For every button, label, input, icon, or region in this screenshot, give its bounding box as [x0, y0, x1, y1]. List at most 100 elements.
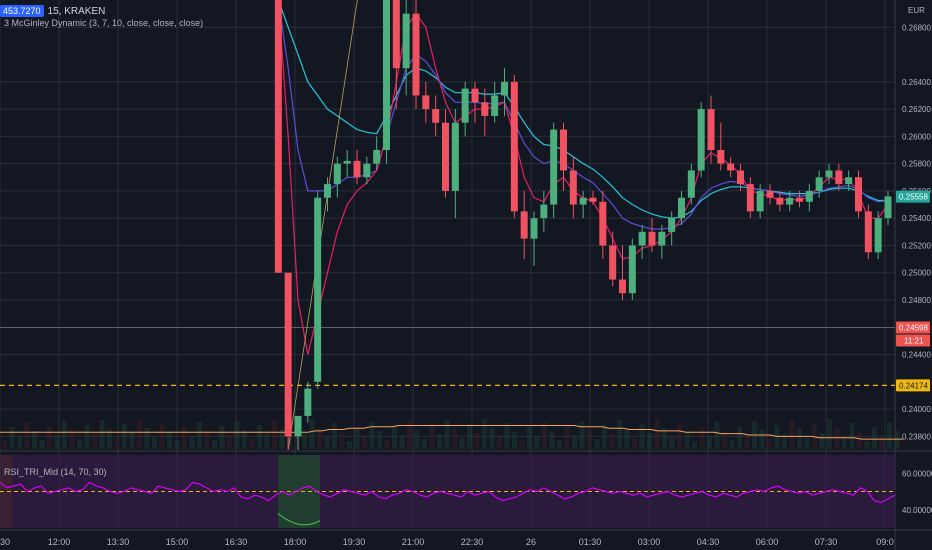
volume-bar: [459, 438, 465, 449]
volume-bar: [77, 439, 82, 449]
currency-label: EUR: [908, 6, 925, 15]
volume-bar: [632, 438, 637, 449]
volume-bar: [789, 420, 795, 449]
candle-down: [727, 163, 735, 171]
volume-bar: [272, 420, 277, 449]
candle-down: [717, 150, 725, 164]
candle-up: [343, 160, 351, 164]
volume-bar: [887, 422, 892, 449]
time-tick-label: 07:30: [815, 537, 838, 547]
volume-bar: [242, 430, 247, 449]
candle-up: [638, 231, 646, 246]
candle-down: [619, 279, 626, 294]
rsi-oversold-line: [277, 512, 321, 526]
chart-header: 453.7270 15, KRAKEN: [0, 4, 105, 18]
symbol-text[interactable]: 15, KRAKEN: [47, 5, 106, 17]
candle-down: [510, 81, 518, 212]
candle-up: [530, 218, 538, 239]
volume-bar: [872, 427, 877, 449]
price-tick-label: 0.25400: [902, 214, 931, 223]
candle-down: [353, 160, 361, 178]
volume-bar: [384, 440, 390, 449]
price-tick-label: 0.24800: [902, 296, 931, 305]
volume-bar: [422, 439, 427, 449]
candle-down: [274, 0, 282, 273]
volume-bar: [512, 432, 517, 449]
volume-bar: [557, 440, 562, 449]
volume-bar: [602, 425, 607, 449]
time-tick-label: 04:30: [697, 537, 720, 547]
volume-bar: [69, 430, 75, 449]
candle-down: [569, 170, 577, 205]
volume-bar: [527, 427, 532, 449]
volume-bar: [804, 438, 810, 449]
time-tick-label: 03:00: [638, 537, 661, 547]
volume-bar: [182, 427, 187, 449]
volume-bar: [189, 436, 195, 449]
candle-down: [648, 231, 656, 246]
volume-bar: [39, 440, 45, 449]
volume-bar: [302, 433, 307, 449]
price-tick-label: 0.23800: [902, 432, 931, 441]
volume-bar: [504, 423, 510, 449]
candle-up: [845, 177, 853, 185]
red-level-tag: 0.24598: [899, 324, 928, 333]
candle-down: [432, 109, 440, 123]
mcginley-indicator-label[interactable]: 3 McGinley Dynamic (3, 7, 10, close, clo…: [4, 18, 204, 28]
volume-bar: [99, 420, 105, 449]
volume-bar: [294, 424, 300, 449]
volume-bar: [639, 424, 645, 449]
rsi-indicator-label[interactable]: RSI_TRI_Mid (14, 70, 30): [4, 467, 107, 477]
volume-bar: [17, 436, 22, 449]
time-tick-label: 06:00: [756, 537, 779, 547]
candle-up: [314, 197, 322, 382]
candle-down: [796, 197, 803, 202]
volume-bar: [24, 422, 30, 449]
time-tick-label: 01:30: [579, 537, 602, 547]
candle-down: [599, 201, 607, 246]
volume-bar: [722, 431, 727, 449]
volume-bar: [174, 441, 180, 449]
candle-up: [550, 129, 558, 205]
rsi-tick-label: 60.00000: [902, 469, 932, 478]
candle-up: [491, 95, 499, 116]
volume-bar: [474, 433, 480, 449]
time-tick-label: 26: [526, 537, 536, 547]
candle-up: [687, 170, 695, 198]
volume-bar: [467, 424, 472, 449]
candle-up: [678, 197, 685, 219]
volume-bar: [429, 425, 435, 449]
volume-bar: [197, 422, 202, 449]
candle-up: [786, 197, 794, 205]
volume-bar: [159, 423, 165, 449]
rsi-line: [0, 481, 896, 504]
volume-bar: [107, 429, 112, 449]
volume-bar: [354, 427, 360, 449]
volume-bar: [452, 429, 457, 449]
volume-bar: [332, 423, 337, 449]
mcginley-slow-line: [277, 0, 888, 219]
candle-up: [884, 196, 892, 219]
price-tick-label: 0.26400: [902, 78, 931, 87]
volume-bar: [362, 436, 367, 449]
volume-bar: [542, 422, 547, 449]
volume-bar: [564, 426, 570, 449]
volume-bar: [249, 439, 255, 449]
candle-up: [658, 231, 666, 246]
candle-up: [294, 415, 302, 437]
volume-bar: [129, 433, 135, 449]
volume-bar: [707, 436, 712, 449]
time-tick-label: 12:00: [48, 537, 71, 547]
volume-bar: [212, 440, 217, 449]
red-level-tag-bg: [896, 321, 930, 334]
candle-down: [609, 245, 617, 280]
candle-up: [815, 177, 823, 191]
volume-bar: [737, 426, 742, 449]
volume-bar: [617, 420, 622, 449]
volume-bar: [482, 419, 487, 449]
volume-bar: [864, 441, 870, 449]
volume-bar: [204, 431, 210, 449]
candle-up: [825, 170, 833, 178]
candle-up: [451, 122, 459, 191]
